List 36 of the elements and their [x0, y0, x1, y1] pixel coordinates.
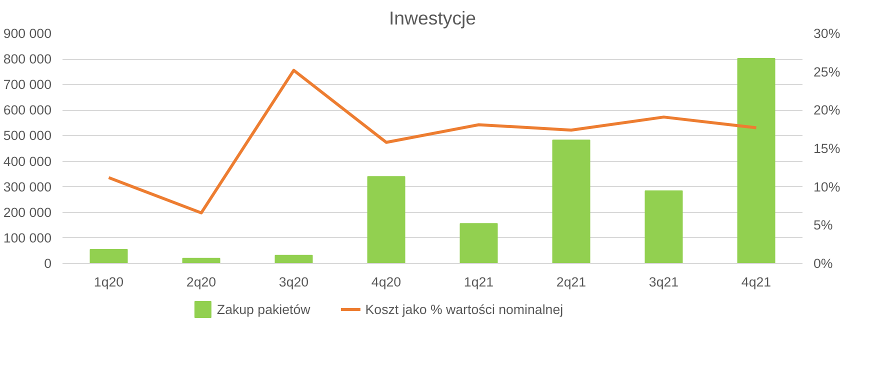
- x-tick-label: 3q20: [278, 274, 309, 290]
- y2-tick-label: 0%: [814, 256, 833, 271]
- y-tick-label: 400 000: [3, 154, 52, 169]
- bar: [367, 176, 406, 264]
- y-tick-label: 500 000: [3, 128, 52, 144]
- y-tick-label: 800 000: [3, 52, 52, 67]
- y-tick-label: 100 000: [3, 230, 52, 246]
- bar: [274, 254, 313, 264]
- x-tick-label: 4q21: [741, 274, 772, 290]
- chart-title: Inwestycje: [388, 8, 476, 28]
- x-tick-label: 1q20: [94, 274, 124, 290]
- y2-tick-label: 10%: [814, 179, 840, 194]
- bar: [460, 223, 498, 264]
- line-series: [107, 68, 758, 214]
- bar: [90, 248, 128, 264]
- y-tick-label: 700 000: [3, 77, 52, 92]
- y2-tick-label: 15%: [814, 141, 840, 156]
- y2-tick-label: 5%: [814, 218, 833, 233]
- y-tick-label: 600 000: [3, 102, 52, 118]
- bar: [644, 190, 683, 264]
- x-tick-label: 1q21: [464, 274, 494, 290]
- y2-tick-label: 25%: [814, 64, 840, 80]
- y-tick-label: 200 000: [3, 204, 52, 220]
- legend-label: Zakup pakietów: [216, 302, 310, 316]
- y2-tick-label: 20%: [814, 102, 840, 118]
- y-tick-label: 0: [44, 256, 52, 271]
- bar: [737, 58, 776, 264]
- x-tick-label: 4q20: [371, 274, 402, 290]
- y2-tick-label: 30%: [814, 26, 840, 41]
- x-tick-label: 2q21: [556, 274, 586, 290]
- legend-label: Koszt jako % wartości nominalnej: [365, 302, 564, 316]
- bar: [552, 140, 590, 264]
- y-tick-label: 900 000: [3, 26, 52, 41]
- y-tick-label: 300 000: [3, 179, 52, 194]
- x-tick-label: 2q20: [186, 274, 216, 290]
- x-tick-label: 3q21: [648, 274, 679, 290]
